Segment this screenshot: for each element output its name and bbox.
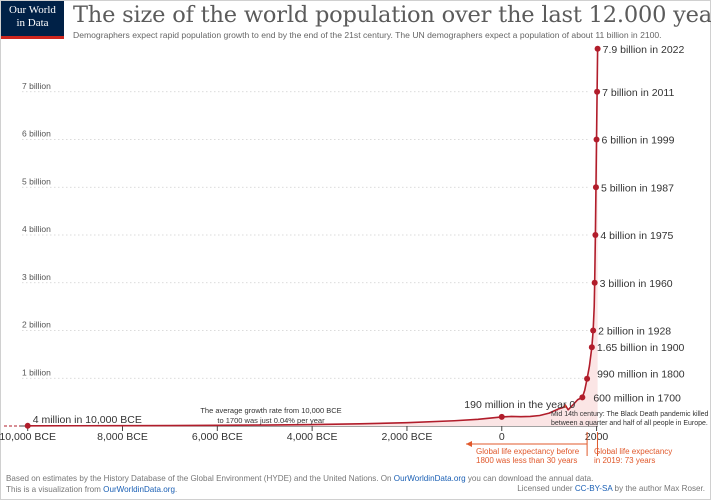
license-text: Licensed under: [517, 484, 575, 493]
owid-logo[interactable]: Our World in Data: [1, 1, 64, 36]
x-tick-label-6: 2000: [585, 431, 609, 443]
y-tick-label-4: 5 billion: [22, 176, 51, 186]
footer-line-2-text: This is a visualization from: [6, 484, 104, 494]
footer-source: Based on estimates by the History Databa…: [6, 474, 593, 495]
data-label-7: 4 billion in 1975: [600, 230, 673, 242]
chart-subtitle: Demographers expect rapid population gro…: [73, 30, 662, 40]
logo-line-2: in Data: [16, 17, 49, 29]
y-tick-label-2: 3 billion: [22, 272, 51, 282]
annotation-life-exp-1800-line-2: 1800 was less than 30 years: [476, 456, 577, 465]
logo-line-1: Our World: [9, 4, 56, 16]
data-point-3: [584, 375, 591, 382]
data-label-10: 7 billion in 2011: [602, 87, 674, 99]
y-tick-label-6: 7 billion: [22, 81, 51, 91]
annotation-life-exp-2019-line-1: Global life expectancy: [594, 447, 672, 456]
data-point-8: [592, 184, 599, 191]
annotation-growth-rate-line-1: The average growth rate from 10,000 BCE: [200, 406, 341, 415]
annotation-life-exp-1800-line-1: Global life expectancy before: [476, 447, 580, 456]
data-label-4: 1.65 billion in 1900: [597, 342, 685, 354]
footer-line-2: This is a visualization from OurWorldinD…: [6, 485, 593, 496]
data-point-0: [24, 422, 31, 429]
data-point-2: [579, 394, 586, 401]
data-label-11: 7.9 billion in 2022: [603, 44, 685, 56]
annotation-black-death-line-2: between a quarter and half of all people…: [551, 420, 708, 427]
data-point-9: [593, 136, 600, 143]
data-point-7: [592, 232, 599, 238]
logo-accent-bar: [1, 36, 64, 39]
data-label-9: 6 billion in 1999: [602, 135, 675, 147]
life-exp-1800-arrow-head: [466, 441, 472, 447]
data-point-6: [591, 279, 598, 286]
footer-license: Licensed under CC-BY-SA by the author Ma…: [517, 484, 705, 495]
data-point-11: [594, 45, 601, 52]
annotation-growth-rate-line-2: to 1700 was just 0.04% per year: [217, 416, 325, 425]
annotation-life-exp-2019-line-2: in 2019: 73 years: [594, 456, 655, 465]
footer-line-1-text: Based on estimates by the History Databa…: [6, 474, 394, 483]
data-label-6: 3 billion in 1960: [600, 278, 673, 290]
footer-visualization-link[interactable]: OurWorldinData.org: [103, 484, 175, 494]
license-suffix: by the author Max Roser.: [612, 484, 705, 493]
footer-line-1: Based on estimates by the History Databa…: [6, 474, 593, 485]
data-point-1: [498, 413, 505, 420]
y-tick-label-5: 6 billion: [22, 129, 51, 139]
data-label-1: 190 million in the year 0: [464, 399, 575, 411]
x-tick-label-3: 4,000 BCE: [287, 431, 338, 443]
data-label-0: 4 million in 10,000 BCE: [33, 414, 142, 426]
footer-line-2-suffix: .: [175, 484, 178, 494]
x-tick-label-5: 0: [499, 431, 505, 443]
y-tick-label-0: 1 billion: [22, 367, 51, 377]
footer-owid-link[interactable]: OurWorldinData.org: [393, 474, 466, 483]
data-point-5: [590, 327, 597, 334]
x-tick-label-4: 2,000 BCE: [382, 431, 433, 443]
data-label-2: 600 million in 1700: [593, 392, 681, 404]
series-area: [27, 48, 598, 427]
y-tick-label-3: 4 billion: [22, 224, 51, 234]
data-point-10: [594, 88, 601, 95]
series-line: [27, 48, 599, 427]
y-tick-label-1: 2 billion: [22, 320, 51, 330]
annotation-black-death-line-1: Mid 14th century: The Black Death pandem…: [551, 411, 709, 418]
data-point-4: [588, 344, 595, 351]
footer-line-1-suffix: you can download the annual data.: [465, 474, 594, 483]
x-tick-label-0: 10,000 BCE: [0, 431, 56, 443]
license-link[interactable]: CC-BY-SA: [574, 484, 613, 493]
data-label-3: 990 million in 1800: [597, 369, 685, 381]
x-tick-label-1: 8,000 BCE: [97, 431, 148, 443]
x-tick-label-2: 6,000 BCE: [192, 431, 243, 443]
chart-title: The size of the world population over th…: [73, 2, 711, 28]
data-label-5: 2 billion in 1928: [598, 326, 671, 338]
data-label-8: 5 billion in 1987: [601, 182, 674, 194]
